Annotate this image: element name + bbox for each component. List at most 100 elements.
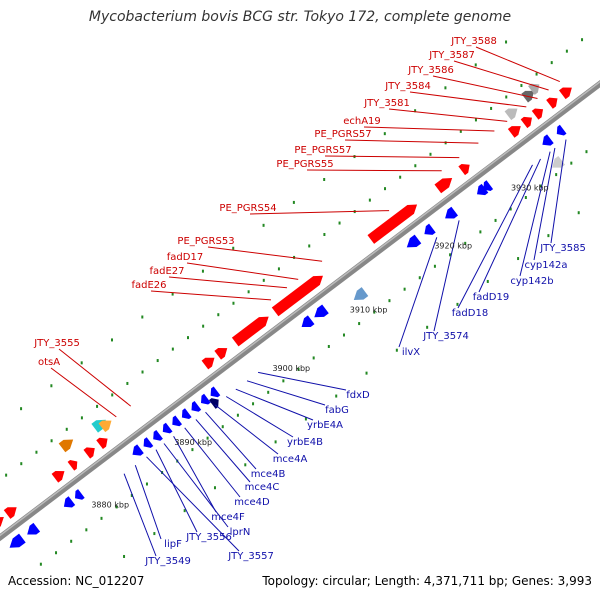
reverse-gene-arrow [210,386,221,398]
tick-dot [555,173,558,177]
tick-dot [55,551,58,555]
tick-dot [201,269,204,273]
tick-dot [524,196,527,200]
forward-gene-label: PE_PGRS53 [177,236,234,247]
forward-gene-arrow [3,507,17,519]
tick-dot [342,333,345,337]
forward-gene-arrow [507,126,521,138]
forward-gene-label: JTY_3587 [428,50,475,61]
reverse-gene-label: lprN [230,527,251,538]
feature-block [504,108,518,121]
leader-line [150,290,272,301]
leader-line [123,473,157,557]
forward-gene-label: otsA [38,357,60,368]
reverse-gene-arrow [181,408,192,419]
reverse-gene-arrow [27,522,41,535]
tick-dot [186,336,189,340]
tick-dot [384,187,387,191]
tick-dot [252,402,255,406]
forward-gene-arrow [214,348,228,360]
coordinate-ticks: 3880 kbp 3890 kbp 3900 kbp 3910 kbp 3920 kbp… [91,184,548,510]
leader-line [163,443,229,528]
reverse-gene-label: mce4B [251,469,286,480]
reverse-gene-arrow [75,489,85,500]
forward-gene-label: fadD17 [167,252,203,263]
leader-line [207,246,323,262]
tick-dot [171,292,174,296]
genome-backbone [0,80,600,542]
tick-dot [505,40,508,44]
forward-gene-arrow [434,178,453,194]
tick-dot [191,448,194,452]
tick-dot [156,359,159,363]
tick-dot [80,361,83,365]
forward-gene-arrow [83,447,95,459]
forward-gene-label: PE_PGRS57 [294,145,351,156]
reverse-gene-label: ilvX [402,347,420,358]
tick-dot [365,371,368,375]
tick-dot [267,390,270,394]
reverse-gene-arrow [477,183,489,196]
forward-gene-arrow [531,108,544,120]
accession-label: Accession: NC_012207 [8,574,145,588]
tick-dot [145,482,148,486]
tick-dot [565,49,568,53]
tick-dot [517,257,520,261]
tick-dot [247,290,250,294]
forward-gene-arrow [546,97,558,109]
gene-features [0,83,572,548]
leader-line [214,404,279,455]
tick-dot [20,462,23,466]
tick-dot [312,356,315,360]
coordinate-tick-label: 3920 kbp [434,241,472,250]
feature-block [552,155,565,168]
tick-dot [183,509,186,513]
tick-dots [5,38,588,566]
tick-dot [20,407,23,411]
tick-dot [486,279,489,283]
tick-dot [297,367,300,371]
tick-dot [414,164,417,168]
tick-dot [274,440,277,444]
reverse-gene-label: mce4C [245,482,280,493]
tick-dot [459,129,462,133]
tick-dot [96,404,99,408]
forward-gene-label: echA19 [343,116,381,127]
tick-dot [535,72,538,76]
coordinate-tick-label: 3890 kbp [174,438,212,447]
forward-gene-label: JTY_3588 [450,36,497,47]
reverse-gene-arrow [63,496,76,508]
topology-summary: Topology: circular; Length: 4,371,711 bp… [262,574,592,588]
reverse-gene-arrow [301,315,315,328]
tick-dot [449,253,452,257]
reverse-gene-label: cyp142a [525,260,568,271]
forward-gene-arrow [67,459,78,471]
leader-line [475,46,560,83]
forward-gene-arrow [558,87,572,100]
tick-dot [217,313,220,317]
tick-dot [85,528,88,532]
tick-dot [383,132,386,136]
forward-gene-arrow [367,204,418,244]
tick-dot [130,493,133,497]
tick-dot [338,221,341,225]
reverse-gene-label: lipF [164,539,182,550]
tick-dot [292,200,295,204]
tick-dot [232,246,235,250]
tick-dot [429,152,432,156]
tick-dot [35,450,38,454]
coordinate-tick-label: 3910 kbp [350,305,388,314]
reverse-gene-arrow [162,422,173,434]
backbone-line [0,80,600,542]
leader-line [258,371,347,391]
tick-dot [262,278,265,282]
tick-dot [426,325,429,329]
leader-line [432,75,538,99]
tick-dot [395,348,398,352]
tick-dot [570,161,573,165]
leader-line [235,388,314,421]
reverse-gene-arrow [143,437,154,448]
tick-dot [323,177,326,181]
tick-dot [368,198,371,202]
